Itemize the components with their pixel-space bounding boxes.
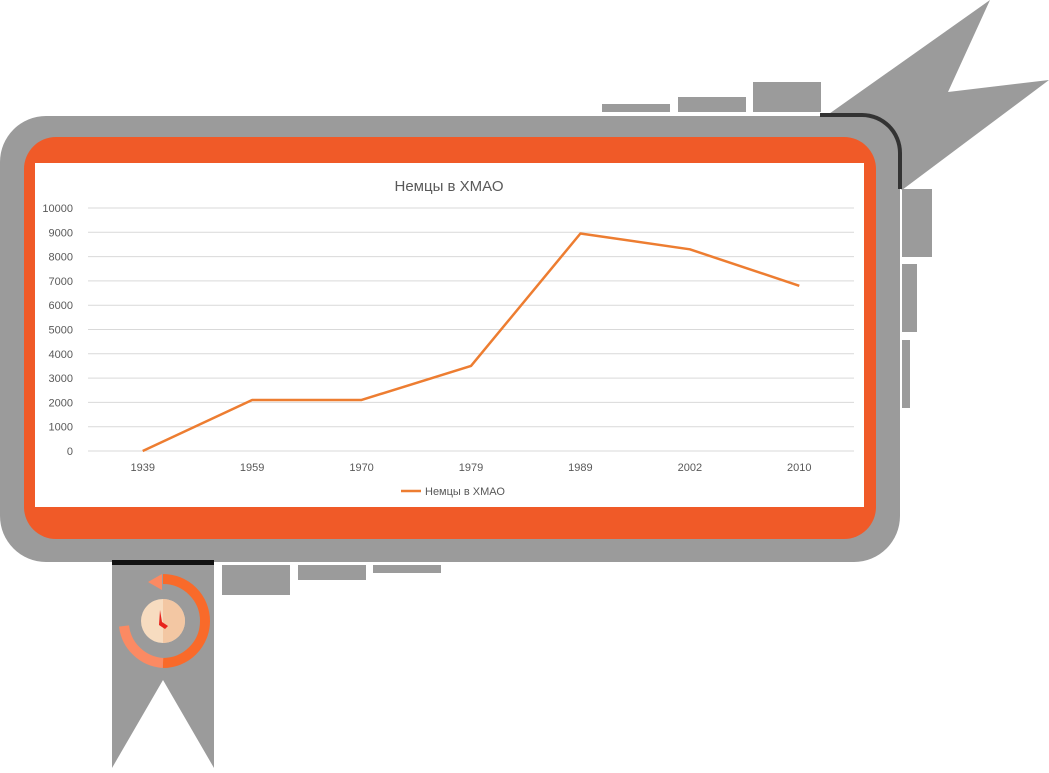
grid-lines	[88, 208, 854, 451]
chart-panel: 0 1000 2000 3000 4000 5000 6000 7000 8000 9000 100…	[35, 163, 864, 507]
x-axis-ticks: 1939 1959 1970 1979 1989 2002 2010	[130, 462, 811, 474]
line-chart: 0 1000 2000 3000 4000 5000 6000 7000 8000 9000 100…	[35, 163, 864, 507]
chart-legend: Немцы в ХМАО	[401, 486, 505, 498]
x-tick-label: 1959	[240, 462, 264, 474]
series-layer	[143, 233, 800, 451]
y-tick-label: 7000	[49, 276, 73, 288]
top-deco-bar-small	[602, 104, 670, 112]
y-tick-label: 1000	[49, 422, 73, 434]
y-tick-label: 4000	[49, 349, 73, 361]
y-tick-label: 2000	[49, 397, 73, 409]
x-tick-label: 1939	[130, 462, 154, 474]
top-deco-bar-medium	[678, 97, 746, 112]
bottom-deco-bar-medium	[298, 565, 366, 580]
y-tick-label: 10000	[42, 203, 73, 215]
y-tick-label: 3000	[49, 373, 73, 385]
x-tick-label: 1989	[568, 462, 592, 474]
y-tick-label: 9000	[49, 227, 73, 239]
x-tick-label: 1970	[349, 462, 373, 474]
bottom-deco-bar-small	[373, 565, 441, 573]
top-deco-bar-large	[753, 82, 821, 112]
chart-title: Немцы в ХМАО	[394, 178, 503, 195]
x-tick-label: 2010	[787, 462, 811, 474]
legend-label: Немцы в ХМАО	[425, 486, 505, 498]
clock-icon	[112, 570, 214, 672]
right-deco-bar-large	[902, 189, 932, 257]
series-line	[143, 234, 800, 451]
x-tick-label: 2002	[678, 462, 702, 474]
right-deco-bar-medium	[902, 264, 917, 332]
y-tick-label: 6000	[49, 300, 73, 312]
y-axis-ticks: 0 1000 2000 3000 4000 5000 6000 7000 8000 9000 100…	[42, 203, 73, 458]
y-tick-label: 5000	[49, 325, 73, 337]
y-tick-label: 0	[67, 446, 73, 458]
y-tick-label: 8000	[49, 252, 73, 264]
x-tick-label: 1979	[459, 462, 483, 474]
bottom-deco-bar-large	[222, 565, 290, 595]
right-deco-bar-small	[902, 340, 910, 408]
